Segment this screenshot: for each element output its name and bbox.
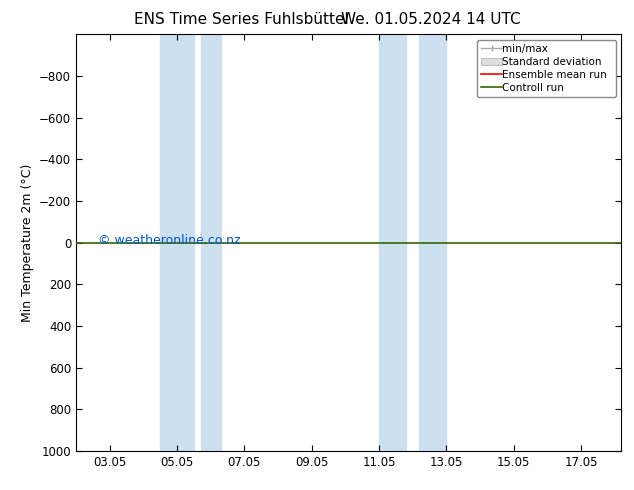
Legend: min/max, Standard deviation, Ensemble mean run, Controll run: min/max, Standard deviation, Ensemble me… xyxy=(477,40,616,97)
Bar xyxy=(200,34,221,451)
Bar xyxy=(419,34,446,451)
Y-axis label: Min Temperature 2m (°C): Min Temperature 2m (°C) xyxy=(20,163,34,322)
Bar xyxy=(379,34,406,451)
Bar xyxy=(160,34,194,451)
Text: We. 01.05.2024 14 UTC: We. 01.05.2024 14 UTC xyxy=(341,12,521,27)
Text: © weatheronline.co.nz: © weatheronline.co.nz xyxy=(98,234,240,247)
Text: ENS Time Series Fuhlsbüttel: ENS Time Series Fuhlsbüttel xyxy=(134,12,348,27)
